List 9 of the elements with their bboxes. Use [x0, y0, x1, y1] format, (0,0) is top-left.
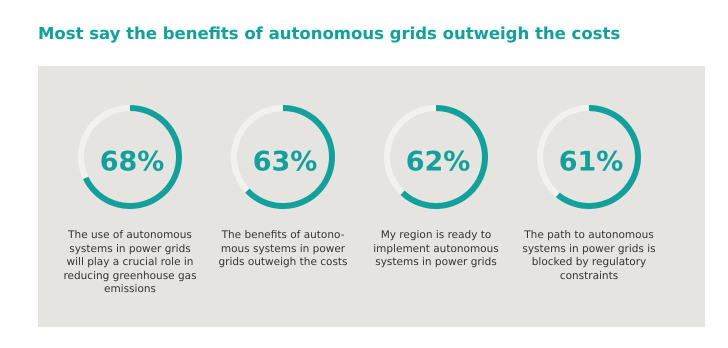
- text: My region is ready to implement autonomous systems in power grids: [372, 229, 500, 270]
- data-label: 63%: [252, 146, 318, 178]
- data-label: 68%: [100, 146, 164, 178]
- text: The path to autonomous systems in power grids is blocked by regulatory constraints: [521, 229, 657, 283]
- data-label: 62%: [406, 146, 470, 178]
- text: Most say the benefits of autonomous grids outweigh the costs: [38, 24, 620, 43]
- text: The benefits of autono-mous systems in power grids outweigh the costs: [217, 229, 348, 270]
- data-label: 61%: [558, 146, 624, 178]
- text: The use of autonomous systems in power grids will play a crucial role in reducing greenhouse gas emissions: [62, 229, 198, 296]
